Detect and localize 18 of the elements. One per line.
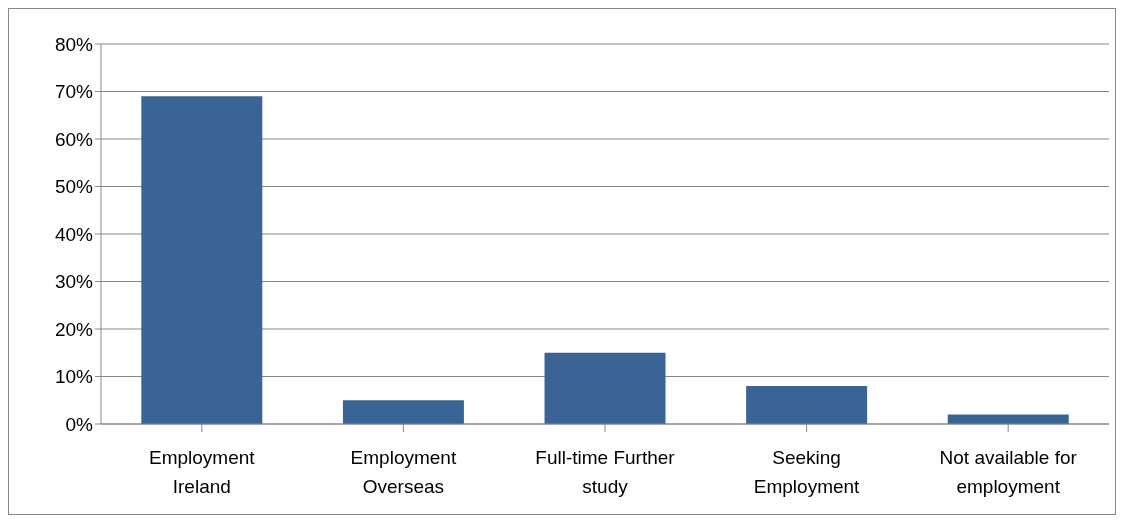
y-tick-label: 10% bbox=[54, 366, 94, 388]
bar bbox=[544, 352, 666, 424]
y-tick-label: 40% bbox=[54, 223, 94, 245]
y-tick-label: 30% bbox=[54, 271, 94, 293]
bar bbox=[342, 400, 464, 424]
y-tick-label: 60% bbox=[54, 128, 94, 150]
x-tick-label: Full-time Further study bbox=[535, 447, 676, 497]
x-tick-label: Seeking Employment bbox=[753, 447, 861, 497]
bar bbox=[746, 386, 868, 424]
y-tick-label: 0% bbox=[65, 413, 94, 435]
y-tick-label: 50% bbox=[54, 176, 94, 198]
x-tick-label: Employment Ireland bbox=[149, 447, 256, 497]
bar bbox=[141, 96, 263, 424]
y-tick-label: 80% bbox=[54, 33, 94, 55]
x-tick-label: Not available for employment bbox=[939, 447, 1078, 497]
y-tick-label: 70% bbox=[54, 81, 94, 103]
x-tick-label: Employment Overseas bbox=[350, 447, 457, 497]
y-tick-label: 20% bbox=[54, 318, 94, 340]
